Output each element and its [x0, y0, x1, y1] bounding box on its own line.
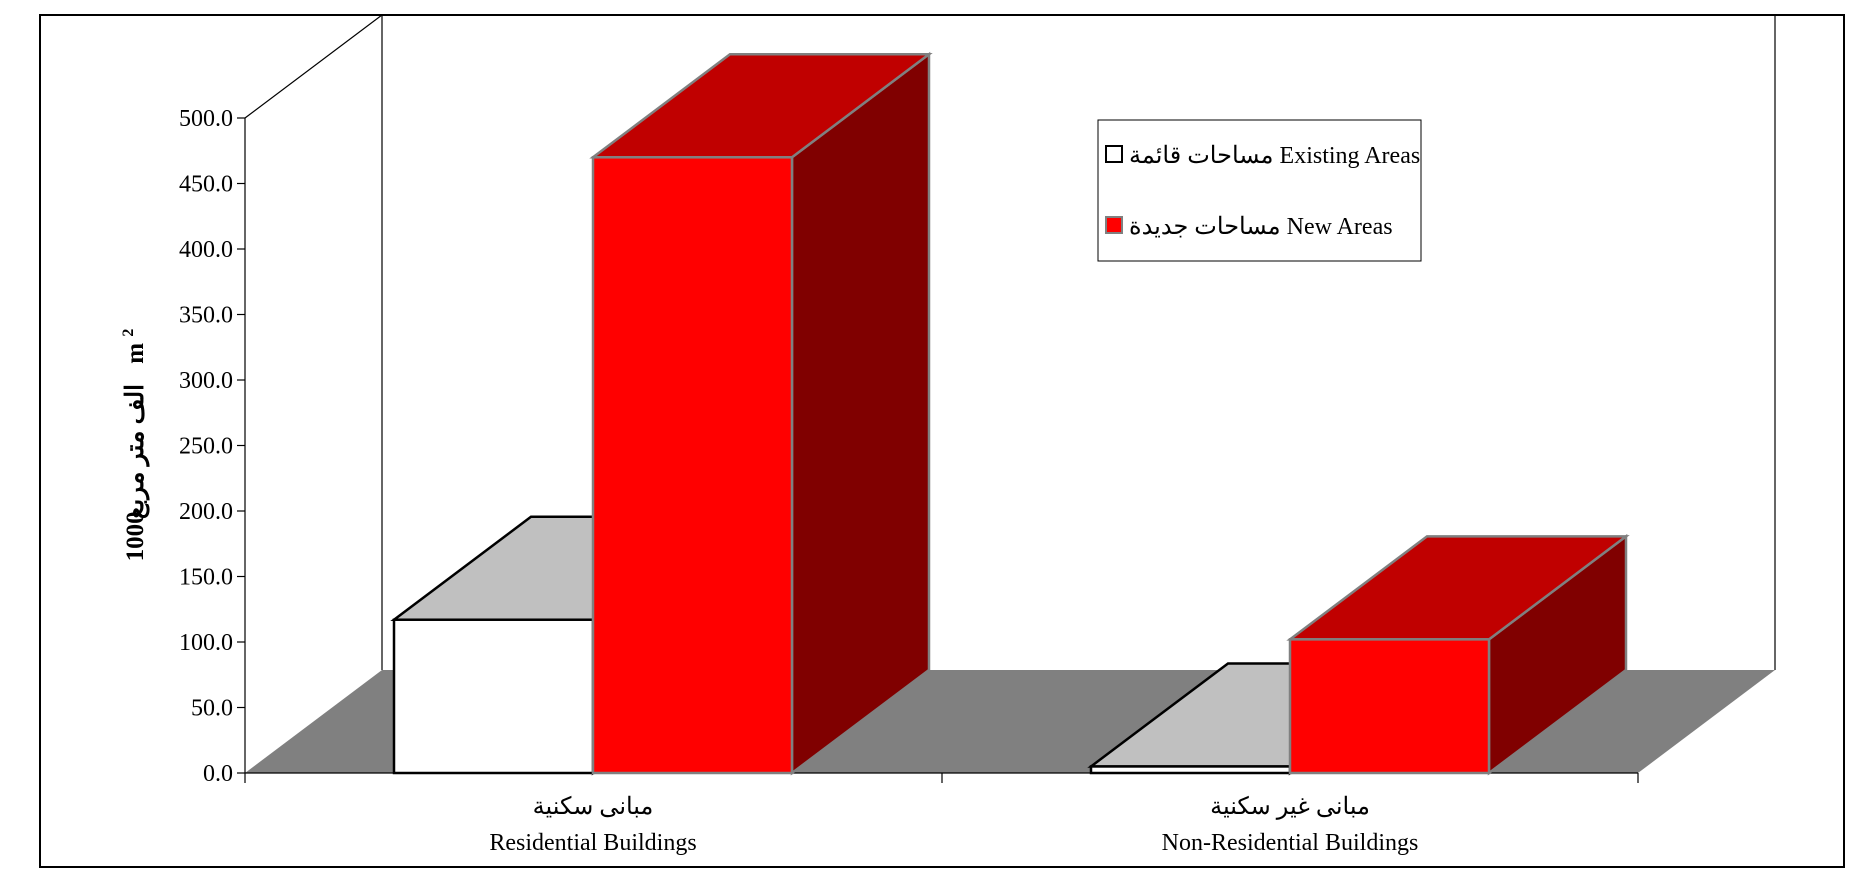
legend-label-new: مساحات جديدة New Areas [1129, 214, 1393, 240]
bars [390, 51, 1630, 776]
y-axis-label-sup: 2 [120, 329, 137, 337]
bar-new-2-front [1288, 638, 1491, 775]
y-tick-label: 450.0 [179, 172, 233, 198]
bar-new-1 [589, 51, 933, 776]
y-tick-label: 350.0 [179, 303, 233, 329]
side-wall-top-edge [244, 14, 383, 119]
category-label-english: Residential Buildings [489, 830, 696, 856]
y-tick-label: 100.0 [179, 630, 233, 656]
y-axis-ticks: 0.0 50.0 100.0 150.0 200.0 250.0 300.0 350.0 400… [179, 106, 1639, 787]
category-label-english: Non-Residential Buildings [1162, 830, 1419, 856]
y-axis-label: الف متر مربع 1000 m 2 [120, 329, 150, 562]
bar-new-1-side [790, 51, 931, 776]
y-tick-label: 200.0 [179, 499, 233, 525]
category-label-arabic: مبانى سكنية [533, 794, 654, 820]
legend-label-existing: مساحات قائمة Existing Areas [1129, 143, 1420, 169]
legend: مساحات قائمة Existing Areas مساحات جديدة… [1097, 119, 1422, 262]
svg-text:الف متر مربع 1000 m: الف متر مربع 1000 m 2 [120, 329, 150, 562]
bar-existing-1-front [392, 618, 595, 775]
y-tick-label: 500.0 [179, 106, 233, 132]
category-labels: مبانى سكنية Residential Buildings مبانى غي… [489, 794, 1418, 856]
y-axis-label-arabic: الف متر مربع [122, 384, 150, 519]
legend-swatch-existing [1105, 145, 1123, 163]
category-label-arabic: مبانى غير سكنية [1210, 794, 1370, 820]
y-tick-label: 0.0 [203, 761, 233, 787]
y-tick-label: 50.0 [191, 696, 233, 722]
bar-new-1-front [591, 156, 794, 775]
y-tick-label: 300.0 [179, 368, 233, 394]
y-tick-label: 400.0 [179, 237, 233, 263]
bar-new-2 [1286, 533, 1630, 776]
legend-box [1097, 119, 1422, 262]
y-tick-label: 150.0 [179, 565, 233, 591]
bar-existing-2-front [1089, 765, 1292, 775]
y-tick-label: 250.0 [179, 434, 233, 460]
legend-swatch-new [1105, 216, 1123, 234]
